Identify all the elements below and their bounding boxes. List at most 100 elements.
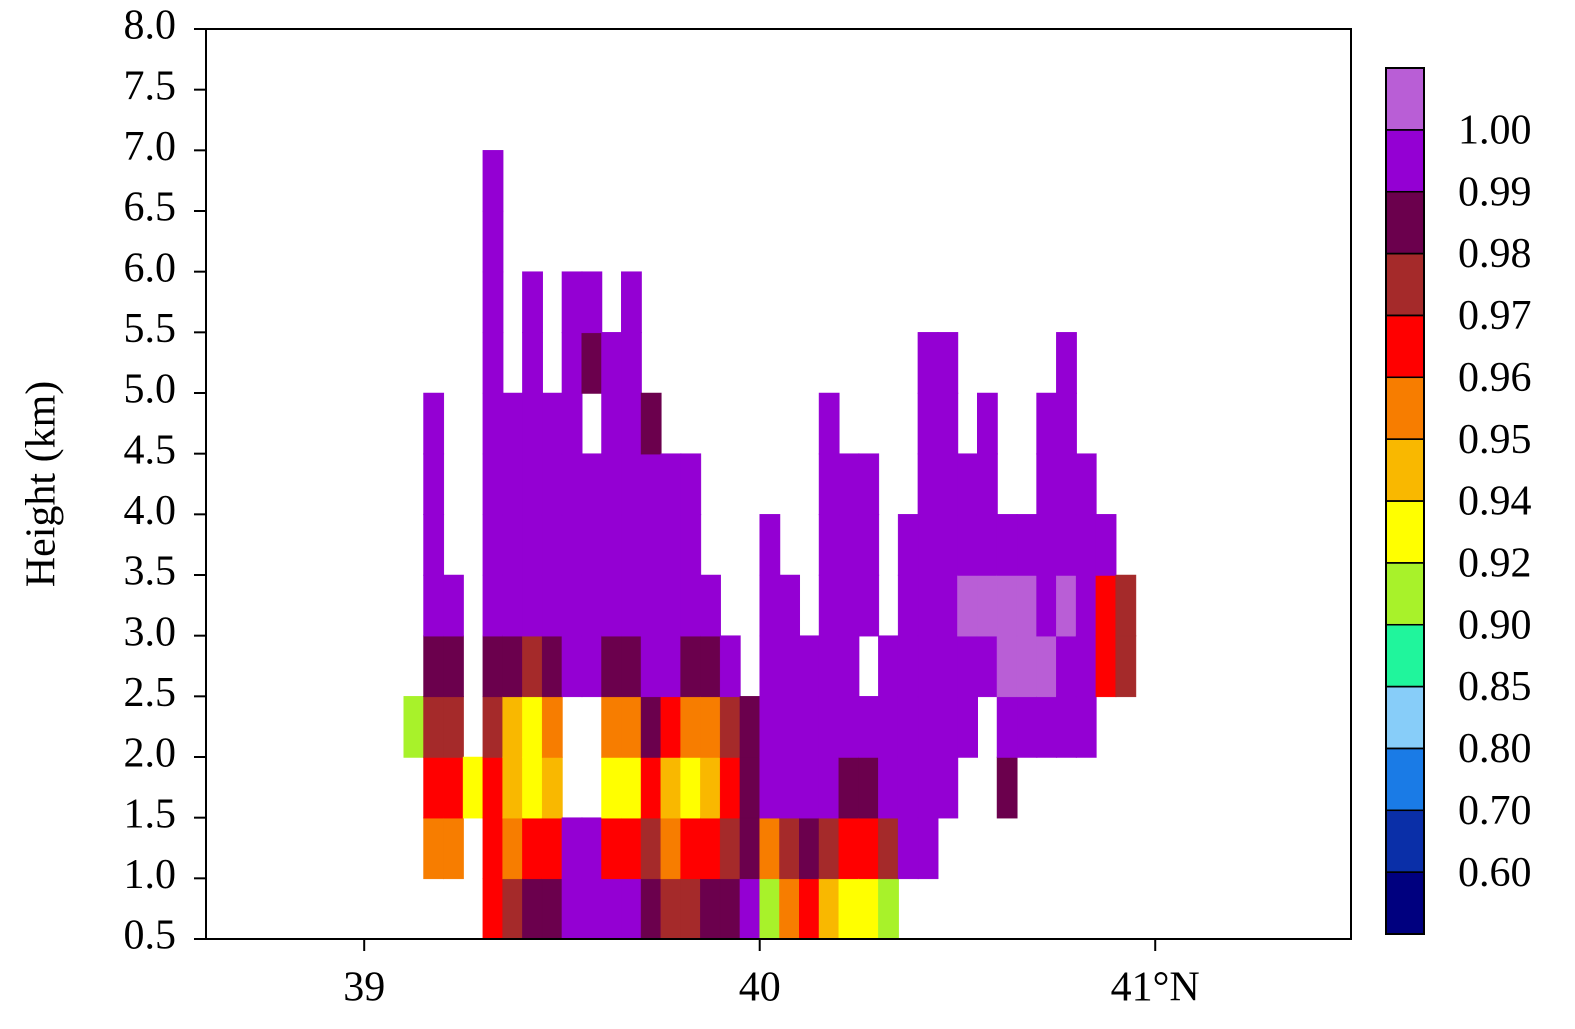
heat-cell — [937, 635, 959, 698]
y-tick-label: 4.5 — [124, 427, 177, 473]
heat-cell — [1036, 696, 1058, 758]
heat-cell — [581, 332, 603, 394]
heat-cell — [621, 453, 642, 516]
heat-cell — [937, 574, 959, 637]
heat-cell — [660, 574, 682, 637]
heat-cell — [1036, 574, 1058, 637]
heat-cell — [541, 696, 563, 758]
heat-cell — [502, 392, 524, 455]
heat-cell — [818, 635, 840, 698]
heat-cell — [522, 878, 543, 940]
heat-cell — [482, 756, 504, 819]
colorbar-label: 0.97 — [1458, 293, 1532, 339]
heat-cell — [799, 696, 820, 758]
heat-cell — [640, 574, 662, 637]
heat-cell — [502, 878, 524, 940]
heat-cell — [423, 514, 445, 576]
heat-cell — [779, 696, 801, 758]
colorbar-swatch — [1385, 809, 1425, 873]
heat-cell — [858, 514, 880, 576]
heat-cell — [640, 514, 662, 576]
heat-cell — [680, 756, 702, 819]
heat-cell — [917, 817, 939, 880]
heat-cell — [680, 514, 702, 576]
heat-cell — [957, 453, 978, 516]
heat-cell — [482, 514, 504, 576]
heat-cell — [581, 453, 603, 516]
heat-cell — [917, 514, 939, 576]
heat-cell — [561, 574, 583, 637]
heat-cell — [759, 817, 781, 880]
colorbar-label: 1.00 — [1458, 107, 1532, 153]
heat-cell — [640, 635, 662, 698]
colorbar-swatch — [1385, 376, 1425, 440]
heat-cell — [601, 574, 623, 637]
y-axis-label: Height (km) — [19, 381, 65, 587]
heat-cell — [700, 817, 721, 880]
heat-cell — [799, 635, 820, 698]
y-tick-label: 2.0 — [124, 731, 177, 777]
heat-cell — [917, 696, 939, 758]
heat-cell — [779, 817, 801, 880]
heat-cell — [541, 878, 563, 940]
heat-cell — [917, 635, 939, 698]
heat-cell — [621, 696, 642, 758]
heat-cell — [522, 696, 543, 758]
heat-cell — [719, 635, 741, 698]
colorbar-swatch — [1385, 190, 1425, 255]
heat-cell — [522, 514, 543, 576]
heat-cell — [917, 332, 939, 394]
heat-cell — [838, 574, 860, 637]
heat-cell — [482, 332, 504, 394]
colorbar-label: 0.96 — [1458, 355, 1532, 401]
y-tick-label: 5.5 — [124, 306, 177, 352]
x-tick-label: 40 — [739, 965, 781, 1011]
heat-cell — [680, 817, 702, 880]
heat-cell — [423, 453, 445, 516]
heat-cell — [482, 574, 504, 637]
heat-cell — [858, 453, 880, 516]
heat-cell — [759, 878, 781, 940]
heat-cell — [700, 756, 721, 819]
heat-cell — [1016, 574, 1038, 637]
y-tick-label: 0.5 — [124, 913, 177, 959]
heat-cell — [719, 756, 741, 819]
heat-cell — [976, 635, 998, 698]
heat-cell — [640, 817, 662, 880]
heat-cell — [522, 453, 543, 516]
heat-cell — [522, 271, 543, 334]
heat-cell — [996, 635, 1018, 698]
heat-cell — [443, 696, 464, 758]
heat-cell — [976, 392, 998, 455]
heat-cell — [581, 514, 603, 576]
heat-cell — [482, 635, 504, 698]
heat-cell — [443, 574, 464, 637]
heat-cell — [996, 696, 1018, 758]
colorbar-label: 0.90 — [1458, 602, 1532, 648]
heat-cell — [522, 635, 543, 698]
heat-cell — [779, 574, 801, 637]
heat-cell — [1095, 514, 1117, 576]
y-tick-label: 8.0 — [124, 3, 177, 49]
heat-cell — [1075, 574, 1097, 637]
heat-cell — [621, 817, 642, 880]
heat-cell — [838, 756, 860, 819]
heat-cell — [897, 514, 919, 576]
heat-cell — [838, 453, 860, 516]
heat-cell — [996, 574, 1018, 637]
heat-cell — [719, 696, 741, 758]
colorbar-swatch — [1385, 562, 1425, 626]
heat-cell — [1056, 392, 1077, 455]
colorbar-swatch — [1385, 500, 1425, 564]
heat-cell — [621, 878, 642, 940]
y-tick-label: 3.0 — [124, 609, 177, 655]
heat-cell — [640, 453, 662, 516]
heat-cell — [522, 756, 543, 819]
heat-cell — [957, 696, 978, 758]
heat-cell — [897, 574, 919, 637]
heat-cell — [680, 878, 702, 940]
heat-cell — [561, 392, 583, 455]
heat-cell — [878, 878, 899, 940]
heat-cell — [799, 817, 820, 880]
heat-cell — [601, 696, 623, 758]
